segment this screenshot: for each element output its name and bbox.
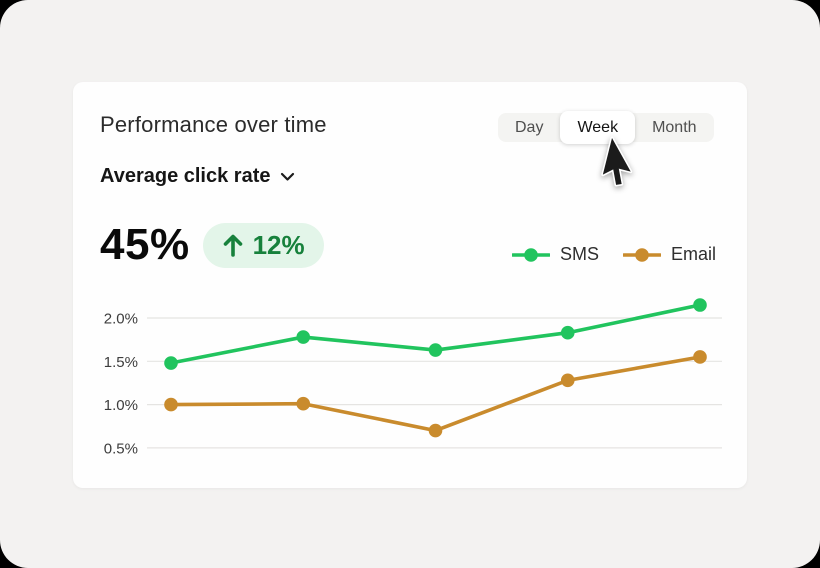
toggle-month-button[interactable]: Month	[635, 113, 713, 142]
metric-selector-dropdown[interactable]: Average click rate	[100, 165, 295, 188]
chart-legend: SMS Email	[511, 244, 716, 265]
svg-text:2.0%: 2.0%	[104, 311, 138, 328]
svg-text:0.5%: 0.5%	[104, 440, 138, 457]
performance-card: Performance over time Day Week Month Ave…	[73, 82, 747, 488]
stat-row: 45% 12%	[100, 220, 324, 270]
delta-value: 12%	[252, 229, 305, 260]
sms-series-marker-icon	[511, 247, 550, 262]
toggle-week-button[interactable]: Week	[560, 111, 636, 144]
chevron-down-icon	[280, 172, 295, 182]
time-range-toggle: Day Week Month	[498, 111, 714, 144]
mouse-cursor-icon	[601, 136, 633, 187]
stat-value: 45%	[100, 220, 190, 269]
legend-item-email[interactable]: Email	[622, 244, 716, 265]
toggle-day-button[interactable]: Day	[498, 113, 560, 142]
delta-badge: 12%	[202, 222, 324, 268]
performance-line-chart: 2.0% 1.5% 1.0% 0.5%	[104, 298, 722, 457]
svg-text:1.5%: 1.5%	[104, 354, 138, 371]
legend-label-email: Email	[670, 244, 716, 264]
arrow-up-icon	[222, 233, 244, 258]
svg-text:1.0%: 1.0%	[104, 397, 138, 414]
legend-label-sms: SMS	[559, 244, 599, 264]
metric-selector-label: Average click rate	[100, 165, 271, 187]
page-title: Performance over time	[100, 112, 327, 137]
email-series-marker-icon	[622, 247, 661, 262]
legend-item-sms[interactable]: SMS	[511, 244, 599, 265]
